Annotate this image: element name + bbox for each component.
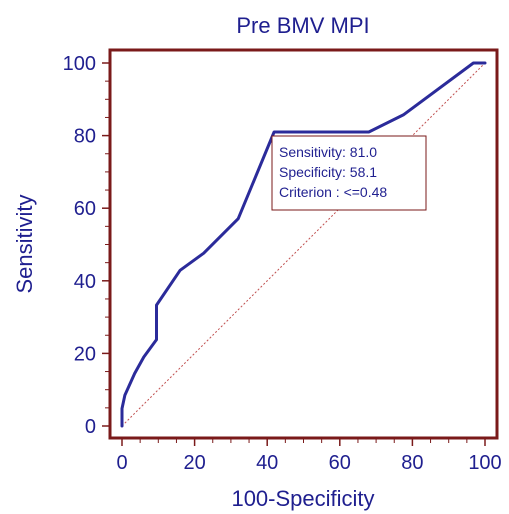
y-tick-label: 40 [74, 271, 96, 293]
y-tick-label: 100 [63, 53, 96, 75]
chart-title: Pre BMV MPI [236, 13, 369, 38]
criterion-annotation: Sensitivity: 81.0 Specificity: 58.1 Crit… [271, 135, 427, 211]
x-tick-label: 0 [116, 452, 127, 474]
annotation-criterion: Criterion : <=0.48 [279, 184, 387, 200]
annotation-specificity: Specificity: 58.1 [279, 164, 377, 180]
x-tick-label: 100 [468, 452, 501, 474]
x-tick-label: 40 [256, 452, 278, 474]
y-tick-label: 0 [85, 416, 96, 438]
x-tick-label: 60 [329, 452, 351, 474]
roc-curve [120, 61, 487, 428]
annotation-sensitivity: Sensitivity: 81.0 [279, 144, 377, 160]
x-tick-label: 20 [183, 452, 205, 474]
x-axis-label: 100-Specificity [231, 486, 374, 511]
x-tick-label: 80 [401, 452, 423, 474]
y-axis-label: Sensitivity [12, 194, 37, 293]
reference-diagonal [121, 62, 486, 427]
annotation-box [271, 135, 427, 211]
y-tick-label: 80 [74, 126, 96, 148]
plot-area: 0 20 40 60 80 100 0 20 40 60 80 100 [63, 48, 502, 474]
y-tick-label: 60 [74, 198, 96, 220]
y-tick-label: 20 [74, 343, 96, 365]
